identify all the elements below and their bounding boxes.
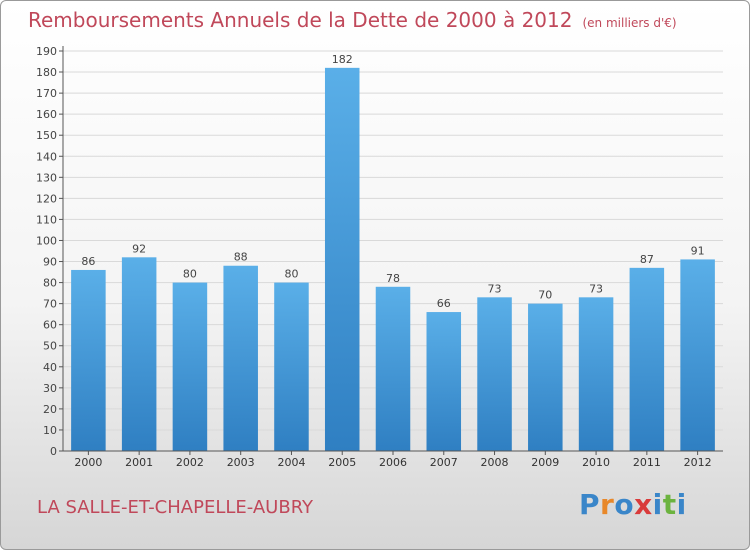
bar (578, 297, 614, 451)
bar-value-label: 86 (81, 255, 95, 268)
axes: 0 10 20 30 40 50 60 70 80 90 100 110 120 130 140 150 160… (36, 45, 723, 469)
brand-letter: x (634, 488, 653, 521)
bar (324, 67, 360, 451)
title-unit: (en milliers d'€) (582, 16, 677, 30)
x-tick-label: 2003 (227, 456, 255, 469)
bar-value-label: 73 (589, 282, 603, 295)
x-tick-label: 2006 (379, 456, 407, 469)
commune-name: LA SALLE-ET-CHAPELLE-AUBRY (37, 497, 314, 518)
x-tick-label: 2000 (74, 456, 102, 469)
x-tick-label: 2008 (481, 456, 509, 469)
bar (477, 297, 512, 451)
y-tick-label: 190 (36, 45, 57, 58)
brand-letter: r (600, 488, 615, 521)
x-tick-label: 2002 (176, 456, 204, 469)
brand-letter: i (676, 488, 687, 521)
x-tick-label: 2012 (684, 456, 712, 469)
bar-value-label: 78 (386, 272, 400, 285)
x-tick-label: 2009 (531, 456, 559, 469)
brand-letter: P (579, 488, 601, 521)
brand-letter: t (662, 488, 677, 521)
bar (223, 265, 258, 451)
bar-value-label: 87 (640, 253, 654, 266)
bar-value-label: 66 (437, 297, 451, 310)
y-tick-label: 180 (36, 66, 57, 79)
bar-value-label: 80 (183, 268, 197, 281)
x-tick-label: 2005 (328, 456, 356, 469)
x-tick-label: 2011 (633, 456, 661, 469)
y-tick-label: 60 (43, 319, 57, 332)
y-tick-label: 100 (36, 234, 57, 247)
y-tick-label: 20 (43, 403, 57, 416)
y-tick-label: 90 (43, 256, 57, 269)
bar (426, 312, 462, 451)
bar (274, 282, 309, 451)
chart-title: Remboursements Annuels de la Dette de 20… (28, 8, 677, 32)
y-tick-label: 0 (50, 445, 57, 458)
title-text: Remboursements Annuels de la Dette de 20… (28, 8, 573, 32)
y-tick-label: 120 (36, 192, 57, 205)
y-tick-label: 130 (36, 171, 57, 184)
bar (680, 259, 715, 451)
bar-value-label: 91 (691, 244, 705, 257)
bar (172, 282, 208, 451)
y-tick-label: 150 (36, 129, 57, 142)
bar-value-label: 70 (538, 289, 552, 302)
bar (71, 269, 106, 451)
y-tick-label: 80 (43, 277, 57, 290)
bar (629, 267, 665, 451)
x-tick-label: 2010 (582, 456, 610, 469)
bar-value-label: 182 (332, 53, 353, 66)
bar-value-label: 73 (488, 282, 502, 295)
y-tick-label: 70 (43, 298, 57, 311)
y-tick-label: 10 (43, 424, 57, 437)
y-tick-label: 50 (43, 340, 57, 353)
bar (121, 257, 157, 451)
bar (528, 303, 563, 451)
bar-value-label: 80 (284, 268, 298, 281)
bar (375, 286, 411, 451)
y-tick-label: 140 (36, 150, 57, 163)
bars: 86 92 80 88 80 182 78 66 73 70 73 87 91 (71, 53, 715, 451)
y-tick-label: 30 (43, 382, 57, 395)
brand-letter: o (614, 488, 635, 521)
x-tick-label: 2004 (277, 456, 305, 469)
proxiti-logo: Proxiti (579, 488, 687, 521)
x-tick-label: 2001 (125, 456, 153, 469)
bar-value-label: 92 (132, 242, 146, 255)
y-tick-label: 110 (36, 213, 57, 226)
brand-letter: i (652, 488, 663, 521)
y-tick-label: 160 (36, 108, 57, 121)
x-tick-label: 2007 (430, 456, 458, 469)
y-tick-label: 170 (36, 87, 57, 100)
y-tick-label: 40 (43, 361, 57, 374)
bar-value-label: 88 (234, 251, 248, 264)
